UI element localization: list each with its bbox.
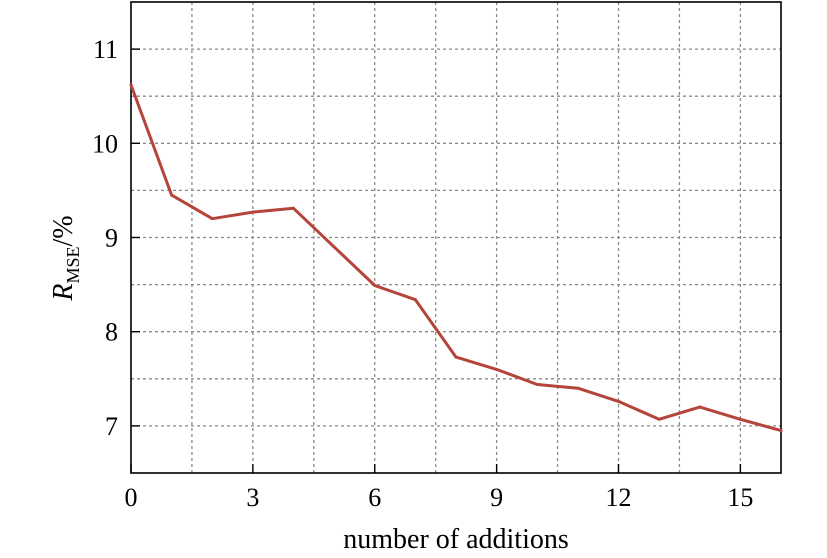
data-point — [454, 355, 458, 359]
data-point — [495, 367, 499, 371]
x-tick-label: 0 — [125, 483, 138, 512]
data-point — [332, 245, 336, 249]
data-point — [535, 382, 539, 386]
data-point — [251, 210, 255, 214]
x-tick-label: 15 — [727, 483, 753, 512]
y-tick-label: 10 — [92, 129, 118, 158]
data-point — [576, 386, 580, 390]
data-point — [292, 206, 295, 210]
y-tick-label: 9 — [105, 224, 118, 253]
data-point — [779, 429, 783, 433]
data-point — [657, 417, 661, 421]
x-tick-label: 9 — [490, 483, 503, 512]
axis-ticks — [130, 48, 742, 473]
data-point — [738, 417, 742, 421]
data-point — [129, 83, 133, 87]
data-point — [373, 284, 377, 288]
data-point — [698, 405, 702, 409]
y-tick-label: 7 — [105, 412, 118, 441]
y-tick-label: 8 — [105, 318, 118, 347]
grid-lines — [131, 2, 781, 473]
y-axis-title: RMSE/% — [48, 215, 83, 301]
tick-labels: 0 3 6 9 12 15 7 8 9 10 11 — [92, 35, 753, 512]
x-tick-label: 6 — [368, 483, 381, 512]
y-axis-title-suffix: /% — [48, 215, 79, 246]
y-axis-title-main: R — [48, 284, 79, 302]
series-layer — [129, 83, 783, 433]
x-tick-label: 3 — [246, 483, 259, 512]
y-tick-label: 11 — [93, 35, 118, 64]
y-axis-title-subscript: MSE — [63, 246, 83, 283]
x-axis-title: number of additions — [343, 524, 569, 555]
data-point — [617, 399, 620, 403]
x-tick-label: 12 — [606, 483, 632, 512]
data-point — [170, 193, 174, 197]
data-point — [210, 217, 214, 221]
data-point — [413, 298, 417, 302]
